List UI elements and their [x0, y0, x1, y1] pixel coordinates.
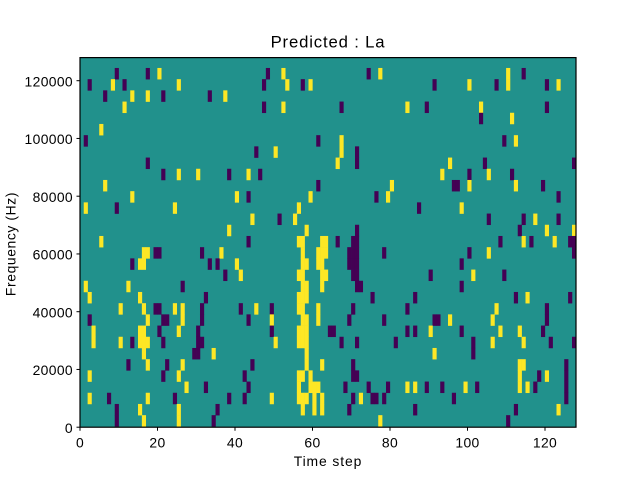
svg-text:60000: 60000 — [33, 247, 73, 263]
svg-text:40000: 40000 — [33, 304, 73, 320]
svg-text:80: 80 — [382, 434, 398, 450]
svg-text:40: 40 — [227, 434, 243, 450]
svg-text:20: 20 — [149, 434, 165, 450]
svg-text:0: 0 — [76, 434, 84, 450]
svg-text:Frequency (Hz): Frequency (Hz) — [3, 192, 19, 296]
svg-text:120: 120 — [533, 434, 557, 450]
svg-text:Predicted : La: Predicted : La — [271, 32, 386, 51]
svg-text:80000: 80000 — [33, 189, 73, 205]
svg-text:100: 100 — [455, 434, 479, 450]
svg-text:Time step: Time step — [294, 453, 363, 469]
svg-text:100000: 100000 — [25, 131, 73, 147]
svg-text:0: 0 — [65, 420, 73, 436]
svg-text:120000: 120000 — [25, 73, 73, 89]
svg-text:60: 60 — [304, 434, 320, 450]
svg-text:20000: 20000 — [33, 362, 73, 378]
